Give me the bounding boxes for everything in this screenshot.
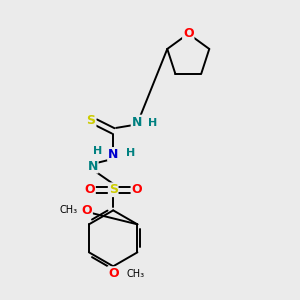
Text: N: N [108,148,119,161]
Text: O: O [81,204,92,217]
Text: N: N [87,160,98,173]
Text: O: O [131,183,142,196]
Text: CH₃: CH₃ [60,206,78,215]
Text: O: O [108,267,119,280]
Text: H: H [126,148,135,158]
Text: O: O [183,27,194,40]
Text: S: S [87,114,96,127]
Text: H: H [93,146,103,157]
Text: S: S [109,183,118,196]
Text: O: O [84,183,95,196]
Text: N: N [132,116,142,128]
Text: H: H [148,118,158,128]
Text: CH₃: CH₃ [126,269,145,279]
